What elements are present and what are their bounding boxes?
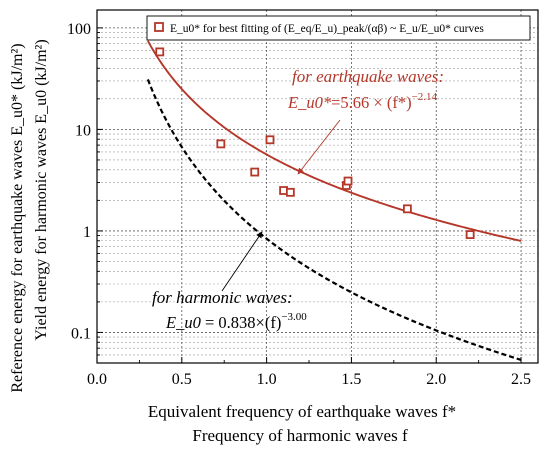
harmonic-annotation-title: for harmonic waves: <box>152 288 293 307</box>
harmonic-annotation-formula: E_u0 = 0.838×(f)−3.00 <box>165 311 307 332</box>
x-tick-label: 2.0 <box>426 371 446 388</box>
harmonic-waves-annotation: for harmonic waves: E_u0 = 0.838×(f)−3.0… <box>152 231 307 332</box>
earthquake-annotation-title: for earthquake waves: <box>292 67 444 86</box>
legend: E_u0* for best fitting of (E_eq/E_u)_pea… <box>146 15 531 41</box>
earthquake-annotation-arrow <box>297 119 341 175</box>
y-tick-label: 1 <box>83 224 91 241</box>
harmonic-annotation-arrow <box>221 231 263 292</box>
y-axis-title-line-1: Reference energy for earthquake waves E_… <box>9 43 26 392</box>
scatter-point <box>285 187 295 197</box>
legend-entry: E_u0* for best fitting of (E_eq/E_u)_pea… <box>170 23 484 35</box>
y-tick-label: 10 <box>75 122 91 139</box>
x-tick-label: 0.0 <box>87 371 107 388</box>
x-axis-title-line-2: Frequency of harmonic waves f <box>192 426 408 445</box>
scatter-point <box>155 47 165 57</box>
earthquake-annotation-formula: E_u0*=5.66 × (f*)−2.14 <box>287 91 438 112</box>
data-points <box>155 47 475 239</box>
plot-area-frame <box>96 9 539 364</box>
scatter-point <box>250 167 260 177</box>
scatter-point <box>402 204 412 214</box>
major-gridlines <box>97 10 538 363</box>
x-tick-label: 2.5 <box>511 371 531 388</box>
x-axis-title-line-1: Equivalent frequency of earthquake waves… <box>148 402 456 421</box>
y-tick-label: 100 <box>67 21 91 38</box>
legend-marker-square <box>154 22 164 32</box>
fit-curves <box>146 40 522 361</box>
scatter-point <box>265 135 275 145</box>
y-tick-label: 0.1 <box>71 325 91 342</box>
scatter-point <box>216 139 226 149</box>
scatter-point <box>343 176 353 186</box>
x-tick-label: 1.5 <box>341 371 361 388</box>
harmonic-waves-fit-curve <box>146 79 522 361</box>
x-tick-label: 1.0 <box>257 371 277 388</box>
axis-ticks: 0.1 1 10 100 0.0 0.5 1.0 1.5 2.0 2.5 <box>67 21 531 388</box>
y-axis-title-line-2: Yield energy for harmonic waves E_u0 (kJ… <box>33 39 50 340</box>
scatter-point <box>465 230 475 239</box>
x-tick-label: 0.5 <box>172 371 192 388</box>
earthquake-waves-fit-curve <box>147 40 522 242</box>
earthquake-waves-annotation: for earthquake waves: E_u0*=5.66 × (f*)−… <box>287 67 444 175</box>
